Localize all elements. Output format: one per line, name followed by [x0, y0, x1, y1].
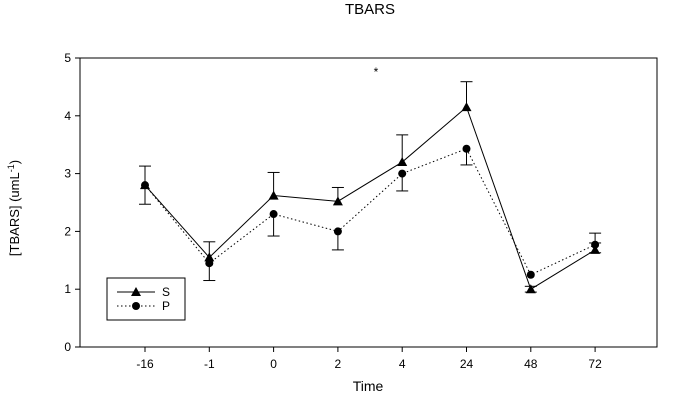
y-axis-label-main: [TBARS] (umL: [7, 172, 22, 256]
y-tick-label: 3: [64, 167, 71, 181]
y-tick-label: 0: [64, 340, 71, 354]
plot-frame: [79, 57, 658, 348]
series-layer: [139, 81, 602, 294]
legend-label: P: [162, 299, 170, 313]
data-point: [269, 210, 278, 219]
series-p: [141, 144, 602, 282]
x-tick-label: 4: [399, 357, 406, 371]
series-line: [144, 148, 596, 276]
y-axis-label-superscript: -1: [6, 164, 16, 172]
legend: SP: [106, 277, 186, 321]
data-point: [591, 240, 600, 249]
y-axis-label: [TBARS] (umL-1): [6, 160, 22, 256]
data-point: [333, 227, 342, 236]
x-tick-label: 48: [524, 357, 538, 371]
x-tick-label: -16: [136, 357, 154, 371]
data-point: [268, 190, 279, 200]
y-tick-label: 1: [64, 282, 71, 296]
y-tick-label: 5: [64, 51, 71, 65]
x-tick-label: 2: [335, 357, 342, 371]
legend-label: S: [162, 285, 170, 299]
series-line: [144, 106, 596, 290]
chart-title: TBARS: [345, 1, 395, 18]
data-point: [332, 196, 343, 206]
y-axis-label-suffix: ): [7, 160, 22, 164]
data-point: [204, 252, 215, 262]
data-point: [461, 102, 472, 112]
series-s: [139, 81, 602, 294]
significance-asterisk: *: [374, 65, 379, 79]
x-tick-label: 24: [460, 357, 474, 371]
x-axis-label: Time: [353, 378, 384, 394]
data-point: [398, 169, 407, 178]
legend-marker: [132, 302, 140, 310]
legend-box: [106, 277, 186, 321]
data-point: [525, 284, 536, 294]
data-point: [141, 181, 149, 190]
y-tick-label: 4: [64, 109, 71, 123]
data-point: [397, 157, 408, 167]
x-tick-label: -1: [204, 357, 215, 371]
y-tick-label: 2: [64, 224, 71, 238]
x-tick-label: 72: [588, 357, 602, 371]
data-point: [462, 144, 471, 153]
data-point: [526, 270, 535, 279]
data-point: [590, 244, 601, 254]
x-tick-label: 0: [270, 357, 277, 371]
data-point: [205, 259, 214, 268]
legend-marker: [131, 287, 141, 296]
